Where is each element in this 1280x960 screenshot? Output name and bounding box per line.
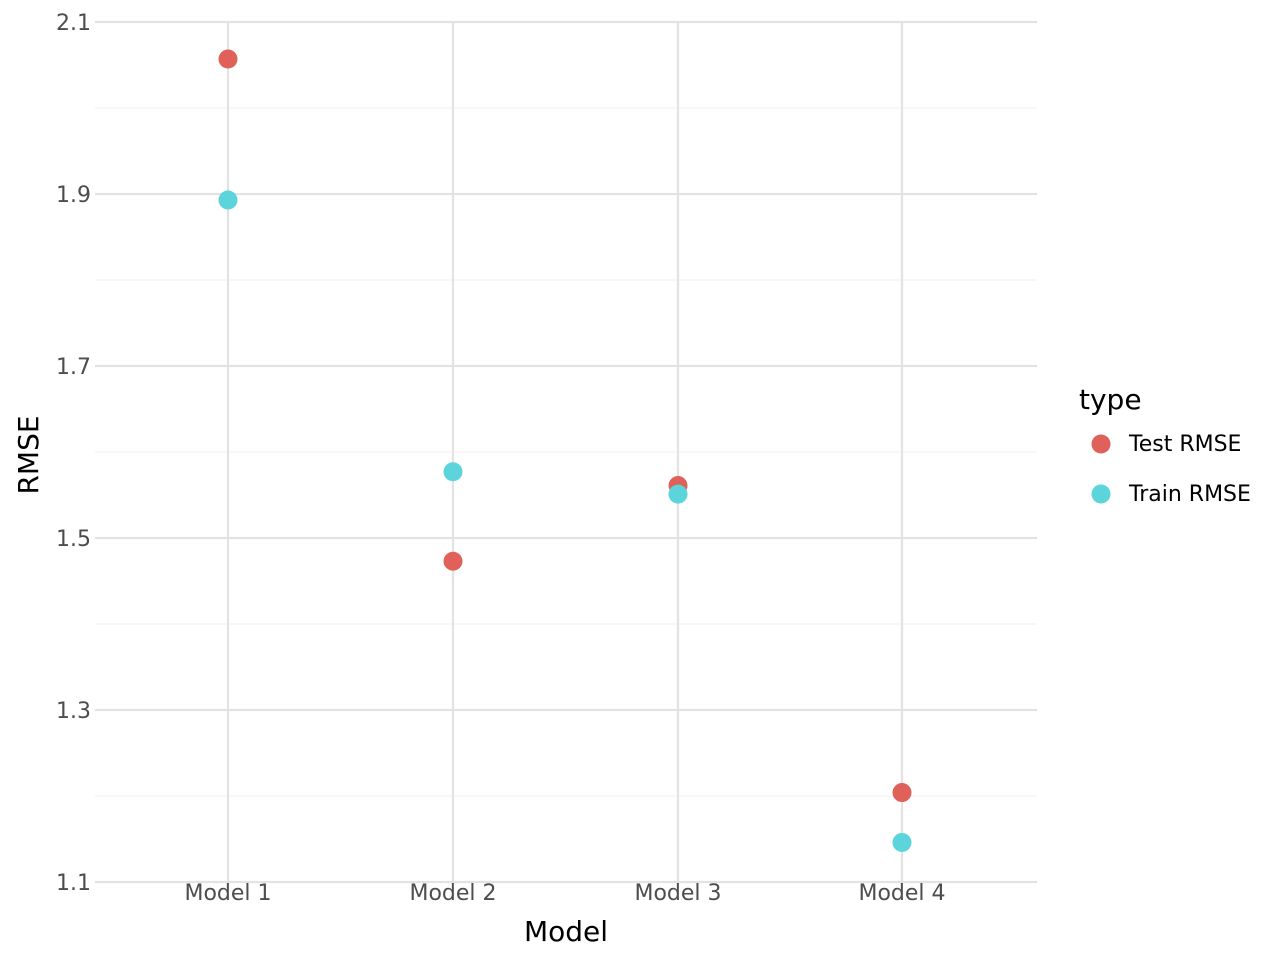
grid-major xyxy=(95,20,1037,884)
grid-minor xyxy=(95,107,1037,797)
y-tick-label: 1.3 xyxy=(56,699,91,724)
legend-label: Train RMSE xyxy=(1128,482,1251,507)
data-point-test-rmse xyxy=(218,49,238,69)
legend: type Test RMSE Train RMSE xyxy=(1079,383,1251,507)
data-point-train-rmse xyxy=(218,190,238,210)
y-tick-label: 2.1 xyxy=(56,11,91,36)
y-tick-label: 1.7 xyxy=(56,355,91,380)
y-tick-label: 1.5 xyxy=(56,527,91,552)
legend-key-test-rmse xyxy=(1091,434,1111,454)
data-point-test-rmse xyxy=(892,783,912,803)
x-axis-title: Model xyxy=(524,915,608,948)
y-tick-label: 1.1 xyxy=(56,871,91,896)
x-axis-ticks: Model 1 Model 2 Model 3 Model 4 xyxy=(184,881,945,906)
y-tick-label: 1.9 xyxy=(56,183,91,208)
x-tick-label: Model 1 xyxy=(184,881,271,906)
data-points xyxy=(218,49,912,852)
legend-label: Test RMSE xyxy=(1128,432,1241,457)
x-tick-label: Model 3 xyxy=(634,881,721,906)
y-axis-ticks: 1.1 1.3 1.5 1.7 1.9 2.1 xyxy=(56,11,91,896)
y-axis-title: RMSE xyxy=(12,415,45,494)
legend-key-train-rmse xyxy=(1091,484,1111,504)
data-point-test-rmse xyxy=(443,551,463,571)
data-point-train-rmse xyxy=(668,484,688,504)
legend-title: type xyxy=(1079,383,1142,416)
x-tick-label: Model 2 xyxy=(409,881,496,906)
legend-items: Test RMSE Train RMSE xyxy=(1091,432,1251,507)
x-tick-label: Model 4 xyxy=(858,881,945,906)
data-point-train-rmse xyxy=(443,462,463,482)
data-point-train-rmse xyxy=(892,832,912,852)
